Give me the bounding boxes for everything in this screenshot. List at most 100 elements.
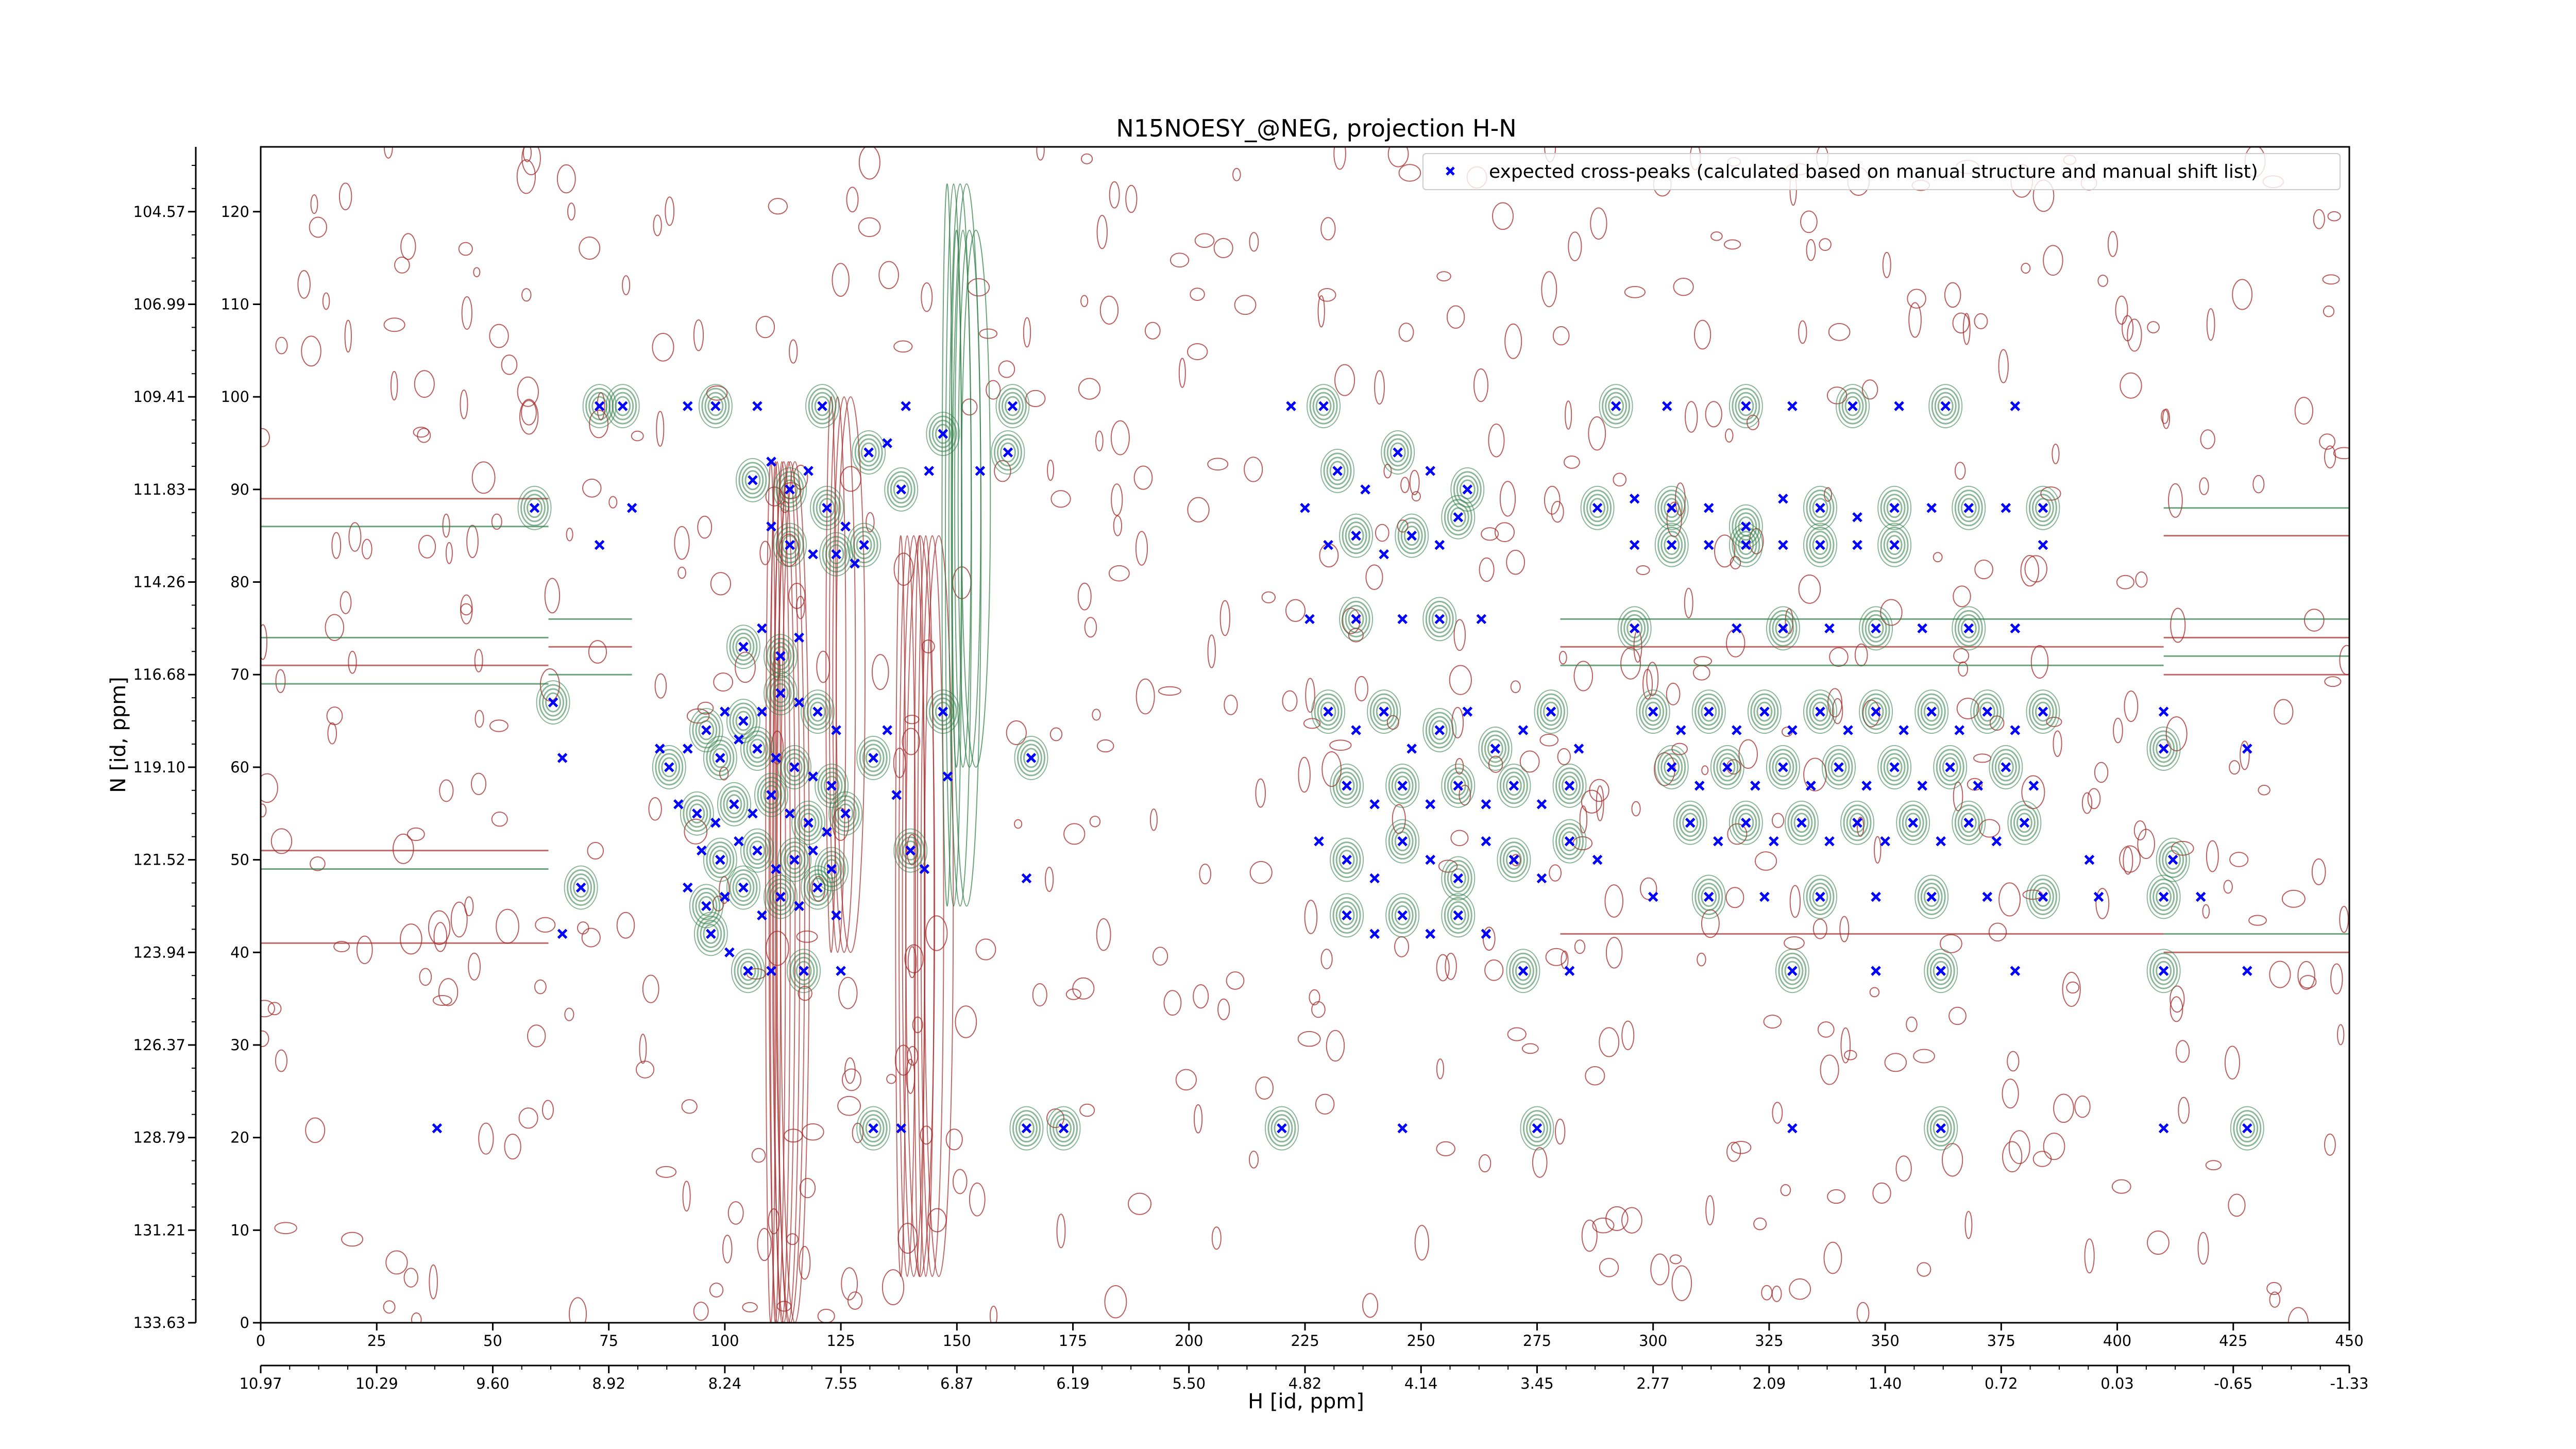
noise-contour [838, 976, 858, 1009]
noise-contour [1507, 1027, 1527, 1041]
peak-contour [1933, 1118, 1949, 1139]
cross-peak-marker [734, 836, 744, 847]
noise-contour [759, 541, 771, 565]
noise-contour [566, 527, 573, 542]
peak-contour [794, 804, 823, 841]
peak-contour [1422, 597, 1457, 642]
peak-contour [1335, 771, 1358, 800]
cross-peak-marker [1852, 540, 1862, 550]
peak-contour [1338, 776, 1355, 796]
peak-contour [1506, 949, 1540, 993]
noise-contour [1109, 181, 1120, 209]
peak-contour [1843, 804, 1872, 841]
peak-contour [1812, 701, 1828, 722]
peak-contour [1016, 739, 1045, 777]
peak-contour [1939, 753, 1961, 782]
noise-contour [1693, 656, 1713, 666]
noise-contour [1772, 1102, 1783, 1124]
noise-contour [742, 1302, 758, 1312]
noise-contour [1558, 651, 1567, 665]
noise-contour [2074, 1096, 2091, 1118]
noise-contour [414, 370, 435, 398]
peak-contour [2031, 697, 2054, 726]
peak-contour [1806, 693, 1835, 730]
y-ppm-tick-label: 121.52 [133, 851, 185, 869]
peak-contour [2156, 886, 2172, 907]
cross-peak-marker [1704, 706, 1714, 717]
peak-contour [775, 527, 804, 564]
noise-contour [1504, 323, 1522, 359]
peak-contour [1989, 745, 2023, 789]
peak-contour [2146, 949, 2181, 993]
peak-contour [791, 800, 826, 845]
noise-contour [1705, 1195, 1715, 1225]
peak-contour [931, 697, 954, 726]
peak-contour [1447, 503, 1469, 532]
noise-contour [1710, 231, 1723, 241]
noise-contour [348, 650, 357, 674]
cross-peak-marker [1536, 799, 1547, 810]
x-ppm-axis: 10.97 10.29 9.60 8.92 8.24 7.55 6.87 6.19 5.50 4.… [239, 1364, 2369, 1392]
peak-contour [1381, 430, 1415, 475]
noise-contour [2081, 792, 2093, 814]
peak-contour [1654, 523, 1689, 567]
peak-contour [1994, 753, 2017, 782]
cross-peak-marker [822, 827, 832, 837]
cross-peak-marker [826, 781, 837, 791]
cross-peak-marker [1277, 1123, 1287, 1134]
cross-peak-marker [1954, 725, 1965, 735]
noise-contour [1135, 531, 1148, 566]
noise-contour [1832, 698, 1843, 724]
peak-contour [1691, 689, 1726, 734]
cross-peak-marker [2158, 1123, 2169, 1134]
peak-contour [520, 490, 549, 527]
y-index-tick-label: 40 [230, 943, 249, 961]
noise-contour [2197, 1232, 2209, 1265]
peak-contour [1389, 442, 1406, 463]
noise-contour [1944, 282, 1961, 308]
peak-contour [1605, 392, 1628, 420]
noise-contour [2199, 477, 2209, 495]
noise-contour [458, 242, 473, 256]
cross-peak-marker [557, 929, 568, 939]
peak-contour [2007, 800, 2042, 845]
peak-contour [1385, 763, 1420, 808]
noise-contour [847, 1291, 863, 1310]
noise-contour [1224, 695, 1238, 715]
peak-contour [1865, 697, 1887, 726]
noise-contour [460, 594, 473, 625]
noise-contour [2206, 840, 2219, 872]
noise-contour [428, 910, 451, 945]
x-ppm-tick-label: 8.92 [592, 1375, 625, 1392]
noise-contour [1552, 326, 1570, 346]
noise-contour [521, 147, 541, 176]
noise-contour [2062, 971, 2081, 1007]
peak-contour [1673, 800, 1707, 845]
peak-contour [1920, 697, 1943, 726]
peak-contour [1332, 767, 1361, 804]
peak-contour [1781, 956, 1804, 985]
peak-contour [1682, 813, 1699, 833]
peak-contour [1422, 708, 1457, 753]
noise-contour [878, 261, 899, 290]
peak-contour [763, 874, 798, 919]
y-ppm-tick-label: 109.41 [133, 388, 185, 406]
peak-contour [1954, 804, 1983, 841]
noise-contour [631, 430, 644, 442]
peak-contour [1923, 701, 1940, 722]
cross-peak-marker [1026, 753, 1037, 763]
peak-contour [1923, 886, 1940, 907]
cross-peak-marker [1843, 725, 1853, 735]
noise-contour [1726, 1141, 1741, 1162]
peak-contour [698, 896, 715, 916]
peak-contour [731, 949, 765, 993]
peak-contour [859, 1110, 888, 1147]
peak-contour [703, 837, 737, 882]
peak-contour [1694, 878, 1723, 915]
noise-contour [902, 728, 921, 755]
noise-contour [1908, 302, 1922, 338]
streak-contour [941, 183, 953, 907]
cross-peak-marker [1453, 910, 1464, 921]
peak-contour [1623, 614, 1646, 643]
y-ppm-tick-label: 123.94 [133, 943, 185, 961]
